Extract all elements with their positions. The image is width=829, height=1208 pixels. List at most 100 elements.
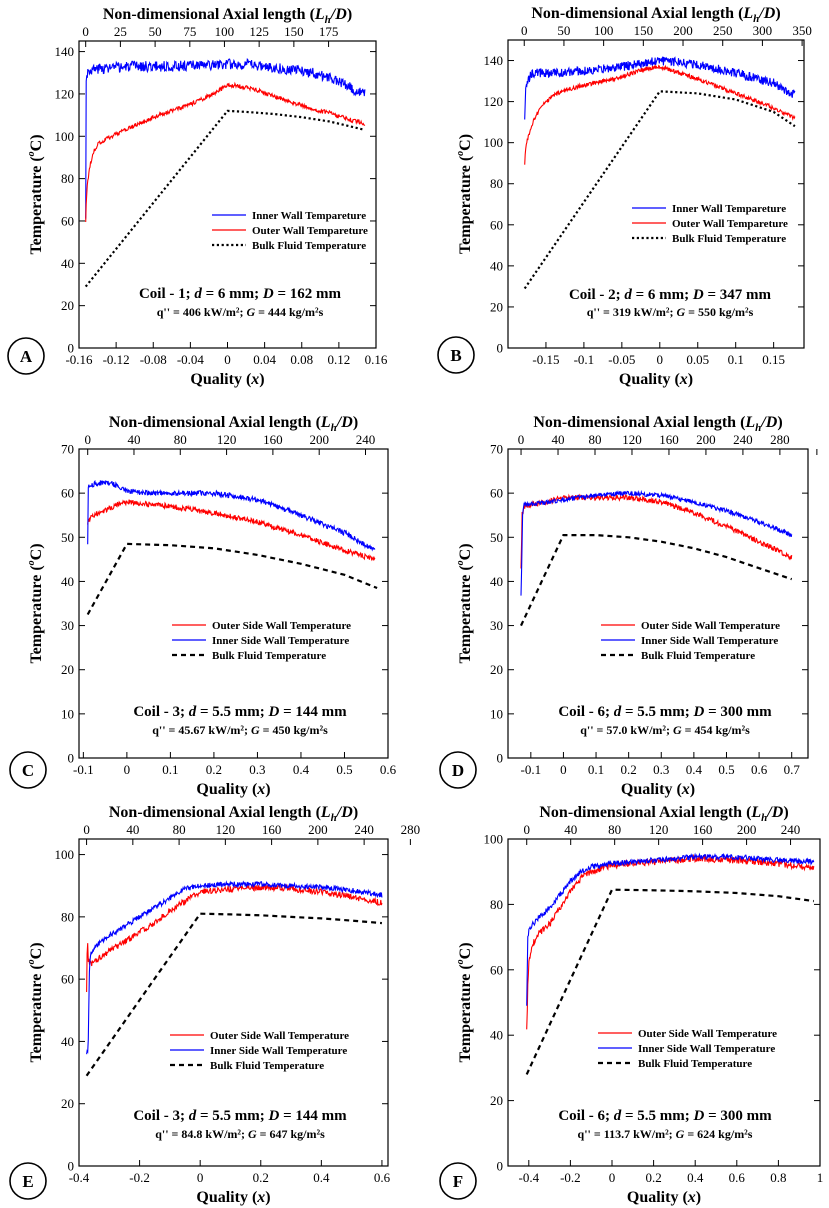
series-line-2 xyxy=(520,534,793,627)
panel-badge-label: D xyxy=(452,761,464,780)
legend-entry: Outer Side Wall Temperature xyxy=(641,620,780,632)
legend-entry: Bulk Fluid Temperature xyxy=(212,650,326,662)
x-tick-label: 0.5 xyxy=(336,762,352,777)
series-line-1 xyxy=(520,489,793,596)
x-tick-label: 1 xyxy=(817,1170,824,1185)
x-axis-title: Quality (x) xyxy=(627,1189,701,1206)
coil-annotation: Coil - 3; d = 5.5 mm; D = 144 mm xyxy=(133,704,347,720)
top-tick-label: 120 xyxy=(622,432,642,447)
x-tick-label: 0.4 xyxy=(687,1170,704,1185)
x-tick-label: -0.04 xyxy=(177,352,205,367)
top-tick-label: 120 xyxy=(216,822,236,837)
x-tick-label: -0.08 xyxy=(140,352,167,367)
x-tick-label: 0.5 xyxy=(718,762,734,777)
x-tick-label: 0 xyxy=(197,1170,204,1185)
x-tick-label: -0.2 xyxy=(560,1170,581,1185)
panel-badge xyxy=(9,1162,47,1200)
y-tick-label: 120 xyxy=(55,86,75,101)
x-tick-label: 0.3 xyxy=(653,762,669,777)
plot-frame xyxy=(507,448,809,759)
x-tick-label: 0.6 xyxy=(380,762,397,777)
y-tick-label: 0 xyxy=(497,1159,504,1174)
top-axis-title: Non-dimensional Axial length (Lh/D) xyxy=(531,5,780,25)
x-tick-label: 0 xyxy=(224,352,231,367)
top-tick-label: 0 xyxy=(523,822,530,837)
y-tick-label: 20 xyxy=(61,298,74,313)
top-tick-label: 240 xyxy=(356,432,376,447)
y-tick-label: 100 xyxy=(55,129,75,144)
panel-badge xyxy=(439,751,477,789)
y-tick-label: 0 xyxy=(497,341,504,356)
top-tick-label: 150 xyxy=(634,23,654,38)
panel-badge xyxy=(9,751,47,789)
panel-badge-label: C xyxy=(22,761,34,780)
y-tick-label: 70 xyxy=(490,442,503,457)
top-axis-title: Non-dimensional Axial length (Lh/D) xyxy=(103,6,352,26)
y-axis-title: Temperature (oC) xyxy=(455,543,474,663)
panel-badge-label: B xyxy=(450,346,461,365)
y-tick-label: 0 xyxy=(68,1159,75,1174)
coil-annotation: Coil - 6; d = 5.5 mm; D = 300 mm xyxy=(558,1108,772,1124)
x-tick-label: -0.16 xyxy=(65,352,93,367)
top-axis-title: Non-dimensional Axial length (Lh/D) xyxy=(109,804,358,824)
top-tick-label: 240 xyxy=(354,822,374,837)
top-tick-label: 0 xyxy=(82,24,89,39)
top-tick-label: 100 xyxy=(594,23,614,38)
legend-entry: Inner Side Wall Temperature xyxy=(212,635,349,647)
y-tick-label: 50 xyxy=(61,530,74,545)
x-tick-label: 0.04 xyxy=(253,352,276,367)
y-tick-label: 40 xyxy=(490,258,503,273)
legend-entry: Inner Side Wall Temperature xyxy=(210,1045,347,1057)
series-line-2 xyxy=(85,912,382,1077)
y-tick-label: 100 xyxy=(484,135,504,150)
x-tick-label: 0.1 xyxy=(588,762,604,777)
plot-frame xyxy=(78,838,389,1167)
y-tick-label: 0 xyxy=(68,751,75,766)
y-tick-label: 0 xyxy=(68,341,75,356)
top-axis-title: Non-dimensional Axial length (Lh/D) xyxy=(539,804,788,824)
top-tick-label: 280 xyxy=(770,432,790,447)
top-tick-label: 350 xyxy=(792,23,812,38)
coil-annotation: Coil - 3; d = 5.5 mm; D = 144 mm xyxy=(133,1108,347,1124)
x-tick-label: 0 xyxy=(657,352,664,367)
x-tick-label: 0.3 xyxy=(249,762,265,777)
y-tick-label: 140 xyxy=(484,53,504,68)
x-tick-label: -0.1 xyxy=(521,762,542,777)
top-tick-label: 200 xyxy=(673,23,693,38)
top-tick-label: 40 xyxy=(126,822,139,837)
series-line-1 xyxy=(526,852,815,1006)
y-tick-label: 60 xyxy=(61,213,74,228)
y-tick-label: 0 xyxy=(497,751,504,766)
legend-entry: Bulk Fluid Temperature xyxy=(210,1060,324,1072)
top-tick-label: 300 xyxy=(753,23,773,38)
x-tick-label: 0.2 xyxy=(645,1170,661,1185)
x-tick-label: 0.7 xyxy=(784,762,801,777)
y-tick-label: 80 xyxy=(61,909,74,924)
y-tick-label: 20 xyxy=(490,662,503,677)
top-tick-label: 200 xyxy=(308,822,328,837)
top-tick-label: 250 xyxy=(713,23,733,38)
top-axis-title: Non-dimensional Axial length (Lh/D) xyxy=(109,414,358,434)
coil-annotation: Coil - 2; d = 6 mm; D = 347 mm xyxy=(569,287,772,303)
legend-entry: Inner Wall Tempareture xyxy=(252,210,366,222)
legend-entry: Bulk Fluid Temperature xyxy=(641,650,755,662)
top-tick-label: 240 xyxy=(781,822,801,837)
y-tick-label: 80 xyxy=(490,176,503,191)
x-axis-title: Quality (x) xyxy=(196,781,270,798)
top-tick-label: 120 xyxy=(217,432,237,447)
x-axis-title: Quality (x) xyxy=(196,1189,270,1206)
y-tick-label: 80 xyxy=(61,171,74,186)
panel-badge xyxy=(437,336,475,374)
legend-entry: Bulk Fluid Temperature xyxy=(638,1058,752,1070)
flux-annotation: q'' = 57.0 kW/m²; G = 454 kg/m²s xyxy=(580,723,750,737)
y-tick-label: 60 xyxy=(490,217,503,232)
series-line-0 xyxy=(85,57,366,219)
y-tick-label: 30 xyxy=(490,618,503,633)
x-tick-label: 0.6 xyxy=(729,1170,746,1185)
top-tick-label: 280 xyxy=(401,822,421,837)
top-tick-label: 80 xyxy=(589,432,602,447)
y-tick-label: 60 xyxy=(490,486,503,501)
x-tick-label: -0.15 xyxy=(532,352,559,367)
